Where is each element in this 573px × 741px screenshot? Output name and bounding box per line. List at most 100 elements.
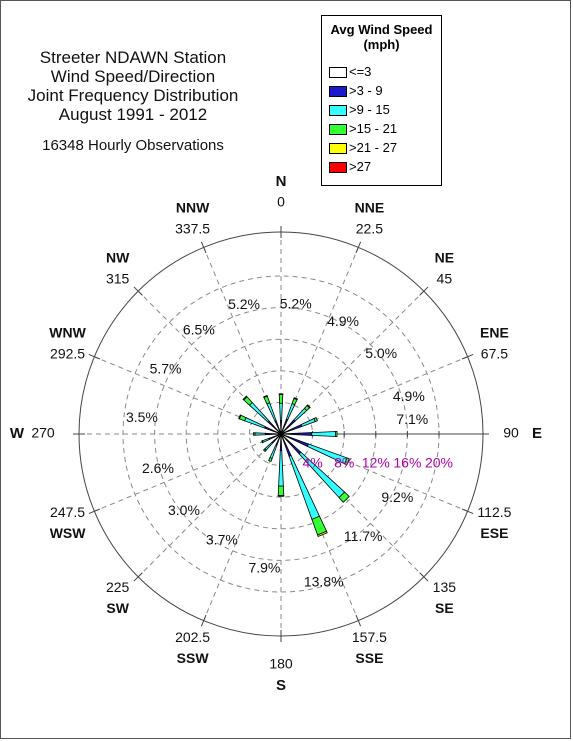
- degree-label-nne: 22.5: [356, 220, 383, 236]
- petal-segment: [238, 414, 242, 420]
- percent-label-sse: 13.8%: [304, 574, 344, 590]
- compass-label-e: E: [532, 425, 542, 442]
- legend-item-le3: <=3: [329, 64, 372, 79]
- legend-title: Avg Wind Speed (mph): [322, 22, 441, 52]
- petal-segment: [278, 393, 284, 395]
- compass-label-se: SE: [435, 600, 454, 616]
- percent-label-ne: 5.0%: [365, 345, 397, 361]
- percent-label-wsw: 2.6%: [142, 460, 174, 476]
- outer-tick: [88, 353, 101, 360]
- spoke-ene: [280, 356, 468, 435]
- petal-segment: [293, 407, 308, 422]
- petal-segment: [252, 432, 256, 436]
- legend-item-3-9: >3 - 9: [329, 83, 383, 98]
- compass-label-nw: NW: [106, 249, 130, 265]
- radial-tick-label: 20%: [425, 455, 453, 471]
- degree-label-nnw: 337.5: [175, 220, 210, 236]
- spoke-nne: [280, 247, 359, 435]
- legend-label-le3: <=3: [349, 64, 372, 79]
- degree-label-ssw: 202.5: [175, 629, 210, 645]
- degree-label-ese: 112.5: [477, 504, 511, 520]
- degree-label-sse: 157.5: [352, 629, 387, 645]
- outer-tick: [133, 286, 143, 296]
- spoke-se: [280, 433, 425, 578]
- degree-label-ne: 45: [437, 270, 453, 286]
- outer-tick: [200, 614, 207, 627]
- compass-label-wsw: WSW: [50, 525, 87, 541]
- petal-s: [277, 433, 285, 497]
- compass-label-ne: NE: [435, 249, 454, 265]
- petal-segment: [261, 437, 271, 443]
- petal-e: [280, 431, 338, 437]
- legend-swatch-21-27: [329, 143, 347, 154]
- percent-label-ssw: 3.7%: [206, 531, 238, 547]
- legend-label-9-15: >9 - 15: [349, 102, 390, 117]
- petal-segment: [244, 417, 266, 429]
- outer-tick: [461, 353, 474, 360]
- petal-segment: [311, 431, 336, 437]
- spoke-wnw: [94, 356, 282, 435]
- compass-label-nnw: NNW: [176, 199, 210, 215]
- petal-segment: [264, 432, 281, 436]
- petal-segment: [278, 394, 284, 404]
- degree-label-se: 135: [433, 579, 457, 595]
- radial-tick-label: 4%: [302, 455, 322, 471]
- degree-label-nw: 315: [106, 270, 130, 286]
- legend-swatch-le3: [329, 67, 347, 78]
- petal-segment: [248, 401, 270, 423]
- percent-label-nw: 6.5%: [183, 321, 215, 337]
- outer-tick: [200, 241, 207, 254]
- petal-segment: [293, 397, 298, 401]
- outer-tick: [355, 241, 362, 254]
- petal-segment: [269, 444, 278, 460]
- chart-title: Streeter NDAWN Station Wind Speed/Direct…: [20, 48, 246, 124]
- legend-swatch-3-9: [329, 86, 347, 97]
- degree-label-s: 180: [269, 656, 293, 672]
- petal-segment: [261, 440, 264, 444]
- petal-segment: [262, 448, 267, 453]
- petal-segment: [277, 495, 285, 497]
- spoke-ese: [280, 433, 468, 512]
- petal-n: [278, 393, 284, 435]
- compass-label-sw: SW: [106, 600, 129, 616]
- degree-label-sw: 225: [106, 579, 130, 595]
- percent-label-se: 11.7%: [344, 528, 383, 544]
- petal-ne: [280, 404, 311, 435]
- legend-label-21-27: >21 - 27: [349, 140, 398, 155]
- legend-swatch-9-15: [329, 105, 347, 116]
- percent-label-ese: 9.2%: [381, 489, 413, 505]
- degree-label-e: 90: [503, 425, 519, 441]
- title-line-4: August 1991 - 2012: [58, 105, 208, 124]
- petal-nnw: [263, 394, 282, 435]
- petal-segment: [279, 434, 283, 451]
- petal-segment: [281, 432, 313, 436]
- compass-label-wnw: WNW: [49, 324, 86, 340]
- percent-label-ene: 4.9%: [393, 388, 425, 404]
- petal-segment: [263, 394, 268, 399]
- compass-label-nne: NNE: [355, 199, 385, 215]
- percent-label-sw: 3.0%: [168, 502, 200, 518]
- percent-label-wnw: 5.7%: [150, 361, 182, 377]
- spoke-nnw: [203, 247, 282, 435]
- degree-label-wnw: 292.5: [50, 345, 85, 361]
- petal-segment: [344, 457, 350, 466]
- legend-label-15-21: >15 - 21: [349, 121, 398, 136]
- legend-item-15-21: >15 - 21: [329, 121, 398, 136]
- petal-segment: [335, 431, 338, 437]
- compass-label-n: N: [276, 173, 287, 190]
- petal-segment: [277, 485, 285, 496]
- compass-label-ene: ENE: [480, 324, 509, 340]
- percent-label-nnw: 5.2%: [228, 296, 260, 312]
- radial-tick-label: 8%: [334, 455, 354, 471]
- title-line-1: Streeter NDAWN Station: [39, 48, 227, 67]
- spoke-ssw: [203, 433, 282, 621]
- legend-swatch-gt27: [329, 162, 347, 173]
- petal-w: [252, 432, 282, 436]
- chart-subtitle: 16348 Hourly Observations: [42, 137, 224, 154]
- outer-tick: [355, 614, 362, 627]
- spoke-ne: [280, 290, 425, 435]
- petal-segment: [264, 441, 274, 451]
- petal-segment: [279, 420, 283, 434]
